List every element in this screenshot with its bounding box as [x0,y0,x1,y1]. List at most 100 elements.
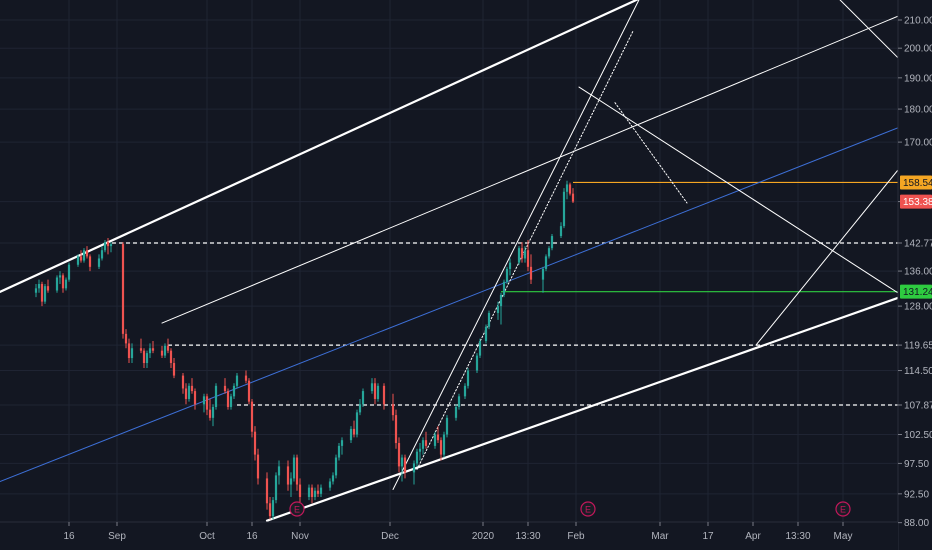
candle [160,345,164,359]
candle-body [457,396,461,407]
candle [463,383,467,399]
candle [256,448,260,485]
candle [358,398,362,416]
candle [124,329,128,349]
candle-body [286,466,290,485]
trendline-fan-steep-2 [416,30,634,470]
candle [268,496,272,520]
candle-body [520,248,524,259]
candle [229,393,233,410]
candle-body [124,333,128,344]
candle [274,472,278,504]
candle [382,383,386,410]
time-axis-strip [0,522,898,550]
trendlines [0,0,917,522]
candle [550,234,554,251]
candle-body [79,256,83,261]
candle-body [502,281,506,295]
candle [271,496,275,520]
candle-body [166,345,170,351]
trendline-fan-steep-1 [392,0,640,490]
candle [85,246,89,259]
candles [34,180,575,520]
candle-body [187,385,191,399]
price-tick-label: 136.00 [904,267,932,278]
time-tick-label: 17 [702,531,714,542]
earnings-marker-label: E [585,505,591,515]
candle-body [190,385,194,392]
candle-body [235,375,239,386]
candle-body [40,283,44,302]
candle-body [487,312,491,327]
price-tag-label: 153.38 [903,197,932,208]
candle-body [169,350,173,364]
candle-body [271,500,275,517]
candle-body [370,383,374,392]
candle [79,250,83,263]
trendline-upper-channel [0,0,639,293]
candle-body [181,375,185,389]
trendline-median-line [0,120,916,482]
candle-body [76,256,80,265]
candle-body [313,490,317,497]
price-tick-label: 170.00 [904,138,932,149]
candle-body [211,406,215,418]
time-tick-label: Feb [567,531,585,542]
candle-body [247,380,251,402]
candle [97,254,101,269]
candle [250,398,254,438]
candle-body [418,448,422,452]
earnings-marker-circle[interactable] [835,501,851,517]
candle [340,437,344,455]
candle [562,188,566,229]
candle [337,443,341,461]
candle-body [523,250,527,259]
candle [145,350,149,369]
candle-body [544,256,548,269]
time-tick-label: 13:30 [515,531,540,542]
candle-body [496,306,500,313]
candle [424,431,428,449]
candle-body [298,484,302,497]
earnings-marker: E [289,501,305,517]
candle-body [226,391,230,407]
candle [76,254,80,267]
candle-body [403,457,407,473]
price-axis-strip [898,0,932,550]
candle-body [307,487,311,497]
candle-body [82,250,86,261]
candle [328,478,332,491]
price-tag-label: 131.24 [903,287,932,298]
candle-body [475,355,479,371]
earnings-marker-label: E [294,505,300,515]
candle [67,262,71,282]
candle-body [127,343,131,359]
candle-body [466,370,470,386]
candle [223,378,227,394]
candle [181,373,185,394]
candle [475,353,479,374]
earnings-marker-circle[interactable] [580,501,596,517]
candle [100,246,104,261]
price-tag-box [900,194,932,209]
candle-body [106,242,110,247]
candle [265,472,269,510]
earnings-marker-circle[interactable] [289,501,305,517]
candle [289,472,293,497]
candle-body [58,275,62,278]
candle [433,431,437,449]
candle [313,487,317,501]
price-tick-label: 128.00 [904,302,932,313]
candle-body [328,481,332,488]
candle [445,415,449,438]
candle [520,242,524,263]
candle [103,240,107,253]
candle-body [529,266,533,280]
price-tick-label: 92.50 [904,489,929,500]
candle-body [61,275,65,289]
candle-body [562,191,566,227]
candle [355,409,359,438]
candle [193,388,197,410]
candle [466,368,470,389]
